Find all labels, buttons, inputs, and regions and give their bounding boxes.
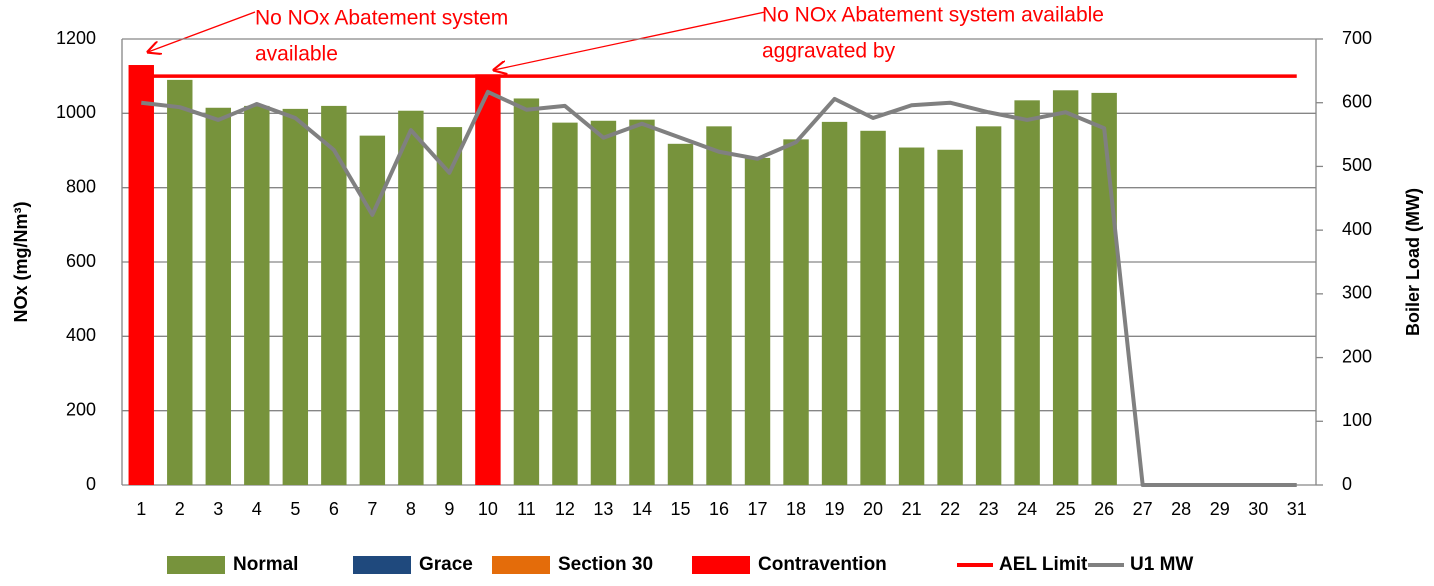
bar bbox=[1091, 92, 1117, 486]
x-tick-label: 24 bbox=[1017, 499, 1037, 519]
bar bbox=[321, 105, 347, 486]
legend-swatch bbox=[692, 556, 750, 574]
x-tick-label: 14 bbox=[632, 499, 652, 519]
x-tick-label: 13 bbox=[593, 499, 613, 519]
y-tick-label: 200 bbox=[66, 399, 96, 419]
x-tick-label: 31 bbox=[1287, 499, 1307, 519]
bar bbox=[475, 74, 501, 485]
x-tick-label: 26 bbox=[1094, 499, 1114, 519]
bar bbox=[244, 105, 270, 486]
x-tick-label: 11 bbox=[517, 499, 536, 519]
bar bbox=[975, 126, 1002, 485]
legend-label: AEL Limit bbox=[999, 554, 1088, 575]
x-tick-label: 30 bbox=[1248, 499, 1268, 519]
legend-label: U1 MW bbox=[1130, 554, 1193, 575]
x-tick-label: 27 bbox=[1133, 499, 1153, 519]
x-tick-label: 8 bbox=[406, 499, 416, 519]
bar bbox=[821, 121, 848, 486]
bar bbox=[783, 139, 809, 485]
x-tick-label: 22 bbox=[940, 499, 960, 519]
x-tick-label: 3 bbox=[213, 499, 223, 519]
x-tick-label: 12 bbox=[555, 499, 575, 519]
legend-label: Section 30 bbox=[558, 554, 653, 575]
legend-swatch bbox=[492, 556, 550, 574]
annotation: No NOx Abatement system available bbox=[762, 4, 1104, 27]
bar bbox=[436, 127, 463, 486]
bar bbox=[359, 135, 386, 485]
y2-axis-title: Boiler Load (MW) bbox=[1403, 188, 1423, 336]
x-tick-label: 15 bbox=[670, 499, 690, 519]
bar bbox=[282, 108, 309, 485]
bar bbox=[898, 147, 925, 485]
x-tick-label: 21 bbox=[902, 499, 922, 519]
bar bbox=[937, 149, 963, 486]
legend-label: Normal bbox=[233, 554, 298, 575]
legend-swatch bbox=[167, 556, 225, 574]
x-tick-label: 16 bbox=[709, 499, 729, 519]
x-tick-label: 18 bbox=[786, 499, 806, 519]
bar bbox=[629, 119, 655, 485]
x-tick-label: 7 bbox=[367, 499, 377, 519]
bar bbox=[398, 110, 424, 486]
annotation: available bbox=[255, 43, 338, 66]
bar bbox=[744, 157, 771, 485]
bar bbox=[1052, 90, 1079, 485]
bar bbox=[167, 79, 193, 485]
line-series bbox=[141, 89, 1297, 487]
x-tick-label: 2 bbox=[175, 499, 185, 519]
bar bbox=[205, 107, 232, 485]
bar bbox=[1014, 100, 1040, 485]
y2-tick-label: 400 bbox=[1342, 219, 1372, 239]
annotation-arrow bbox=[494, 11, 766, 70]
x-tick-label: 4 bbox=[252, 499, 262, 519]
bar bbox=[667, 143, 694, 485]
y2-tick-label: 300 bbox=[1342, 283, 1372, 303]
y2-tick-label: 0 bbox=[1342, 474, 1352, 494]
x-tick-label: 19 bbox=[825, 499, 845, 519]
y-tick-label: 400 bbox=[66, 325, 96, 345]
x-tick-label: 10 bbox=[478, 499, 498, 519]
x-tick-label: 25 bbox=[1056, 499, 1076, 519]
x-tick-label: 6 bbox=[329, 499, 339, 519]
x-tick-label: 20 bbox=[863, 499, 883, 519]
x-tick-label: 23 bbox=[979, 499, 999, 519]
x-tick-label: 5 bbox=[290, 499, 300, 519]
x-tick-label: 1 bbox=[136, 499, 146, 519]
bar bbox=[128, 65, 154, 486]
bar bbox=[860, 130, 886, 485]
y-tick-label: 0 bbox=[86, 474, 96, 494]
bar bbox=[513, 98, 540, 485]
y-axis-title: NOx (mg/Nm³) bbox=[11, 201, 31, 322]
y-tick-label: 1200 bbox=[56, 28, 96, 48]
legend-swatch bbox=[353, 556, 411, 574]
annotation: No NOx Abatement system bbox=[255, 7, 508, 30]
legend-label: Contravention bbox=[758, 554, 887, 575]
x-tick-label: 17 bbox=[748, 499, 768, 519]
annotation-arrow bbox=[148, 11, 256, 52]
x-tick-label: 28 bbox=[1171, 499, 1191, 519]
x-tick-label: 29 bbox=[1210, 499, 1230, 519]
x-tick-label: 9 bbox=[444, 499, 454, 519]
y2-tick-label: 100 bbox=[1342, 410, 1372, 430]
bar bbox=[552, 122, 578, 485]
y2-tick-label: 200 bbox=[1342, 346, 1372, 366]
y2-tick-label: 700 bbox=[1342, 28, 1372, 48]
y2-tick-label: 600 bbox=[1342, 91, 1372, 111]
legend-label: Grace bbox=[419, 554, 473, 575]
y-tick-label: 800 bbox=[66, 176, 96, 196]
annotation: aggravated by bbox=[762, 40, 896, 63]
y-tick-label: 600 bbox=[66, 251, 96, 271]
y2-tick-label: 500 bbox=[1342, 155, 1372, 175]
bar bbox=[590, 120, 617, 486]
bar bbox=[706, 126, 732, 485]
y-tick-label: 1000 bbox=[56, 102, 96, 122]
